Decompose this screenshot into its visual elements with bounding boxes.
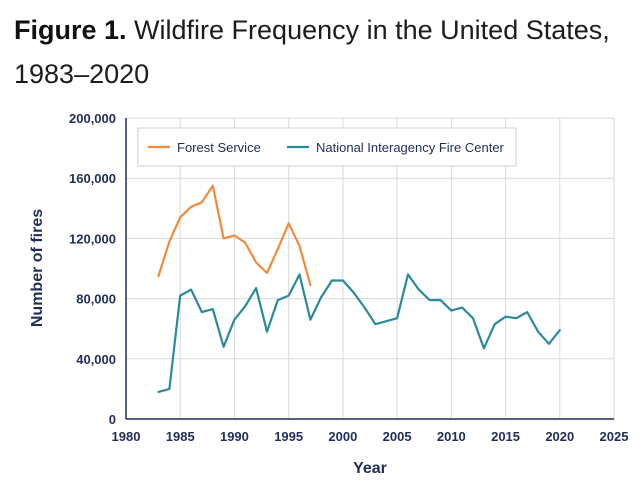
- forest-service-line: [157, 184, 312, 287]
- x-tick-label: 2005: [383, 429, 412, 444]
- x-tick-label: 2015: [491, 429, 520, 444]
- nifc-line: [157, 273, 561, 393]
- y-axis-title: Number of fires: [29, 209, 46, 327]
- legend-box: [137, 127, 517, 167]
- y-tick-label: 40,000: [76, 352, 116, 367]
- y-tick-label: 200,000: [69, 111, 116, 126]
- x-tick-label: 2000: [328, 429, 357, 444]
- y-tick-label: 0: [109, 412, 116, 427]
- x-tick-label: 1990: [220, 429, 249, 444]
- x-tick-label: 1980: [112, 429, 141, 444]
- x-axis-title: Year: [353, 460, 387, 477]
- figure-label: Figure 1.: [14, 15, 127, 45]
- y-tick-label: 160,000: [69, 171, 116, 186]
- legend: Forest Service National Interagency Fire …: [137, 127, 517, 167]
- x-tick-label: 2020: [545, 429, 574, 444]
- x-tick-label: 2025: [600, 429, 629, 444]
- axes: 1980 1985 1990 1995 2000 2005 2010 2015 2020 2025…: [69, 111, 628, 444]
- figure-title: Figure 1. Wildfire Frequency in the Unit…: [14, 8, 626, 96]
- x-tick-label: 1995: [274, 429, 303, 444]
- x-tick-label: 2010: [437, 429, 466, 444]
- figure-title-text: Wildfire Frequency in the United States,…: [14, 15, 610, 89]
- x-tick-label: 1985: [166, 429, 195, 444]
- y-tick-label: 80,000: [76, 292, 116, 307]
- series: [157, 184, 561, 393]
- grid: [126, 117, 615, 419]
- legend-nifc-label: National Interagency Fire Center: [316, 140, 505, 155]
- y-tick-label: 120,000: [69, 231, 116, 246]
- legend-forest-service-label: Forest Service: [177, 140, 261, 155]
